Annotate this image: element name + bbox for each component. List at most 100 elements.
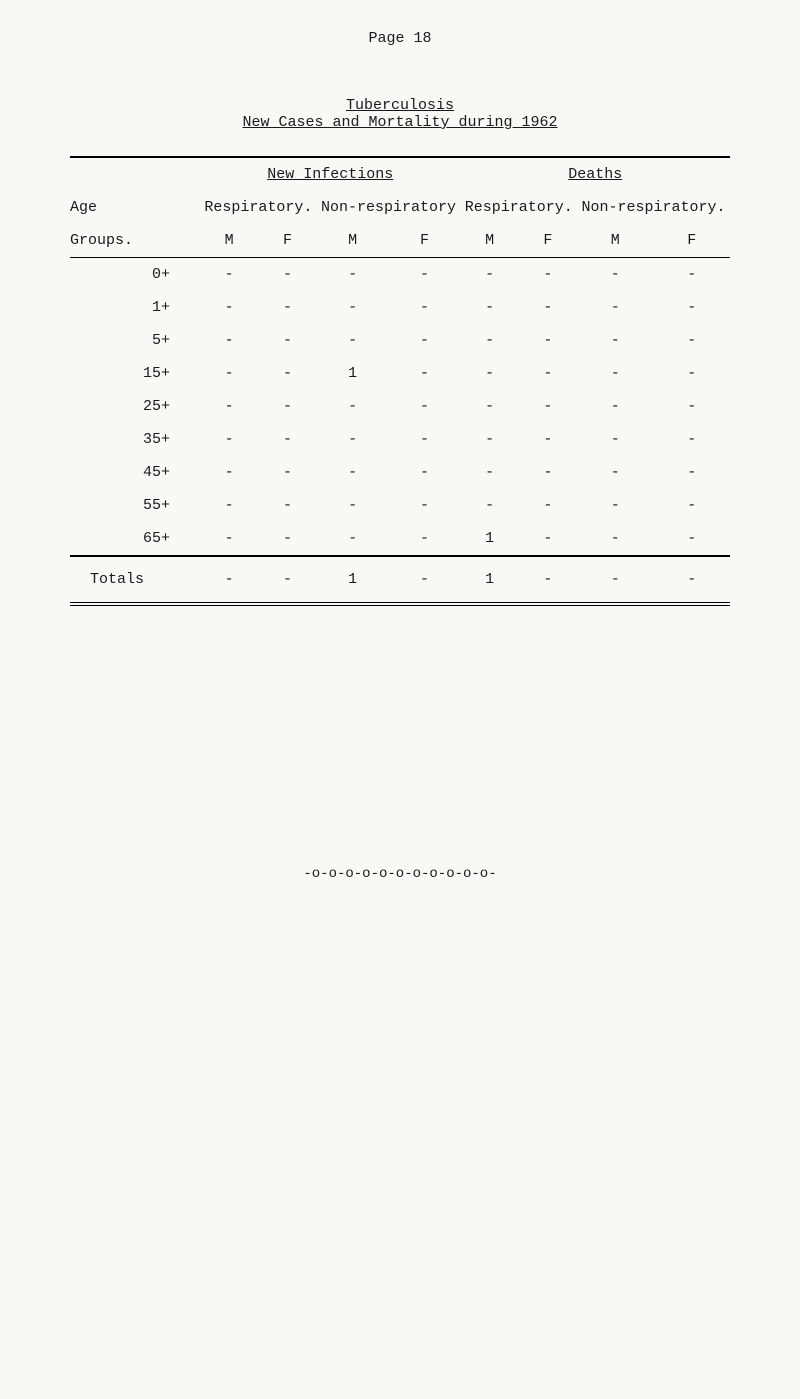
data-cell: - xyxy=(577,258,653,292)
age-cell: 1+ xyxy=(70,291,200,324)
data-cell: - xyxy=(519,423,577,456)
data-cell: 1 xyxy=(317,556,389,604)
data-cell: - xyxy=(577,489,653,522)
table-row: 45+ - - - - - - - - xyxy=(70,456,730,489)
data-cell: - xyxy=(200,258,258,292)
data-cell: - xyxy=(317,522,389,556)
data-cell: - xyxy=(258,522,316,556)
data-cell: - xyxy=(654,456,730,489)
age-cell: 5+ xyxy=(70,324,200,357)
data-cell: - xyxy=(460,390,518,423)
age-cell: 55+ xyxy=(70,489,200,522)
data-cell: - xyxy=(519,489,577,522)
data-cell: - xyxy=(519,522,577,556)
data-cell: - xyxy=(389,390,461,423)
data-cell: 1 xyxy=(460,522,518,556)
page-number: Page 18 xyxy=(70,30,730,47)
infections-respiratory-header: Respiratory. xyxy=(200,191,317,224)
age-cell: 25+ xyxy=(70,390,200,423)
title: Tuberculosis xyxy=(70,97,730,114)
table-row: 35+ - - - - - - - - xyxy=(70,423,730,456)
divider-ornament: -o-o-o-o-o-o-o-o-o-o-o- xyxy=(70,866,730,882)
data-cell: - xyxy=(258,258,316,292)
data-cell: - xyxy=(460,291,518,324)
data-cell: - xyxy=(389,456,461,489)
data-cell: - xyxy=(200,489,258,522)
data-cell: - xyxy=(519,291,577,324)
section-header-deaths: Deaths xyxy=(460,157,730,191)
data-cell: - xyxy=(654,291,730,324)
age-cell: 15+ xyxy=(70,357,200,390)
table-row: 65+ - - - - 1 - - - xyxy=(70,522,730,556)
col-f: F xyxy=(389,224,461,258)
data-cell: 1 xyxy=(317,357,389,390)
table-row: 0+ - - - - - - - - xyxy=(70,258,730,292)
deaths-respiratory-header: Respiratory. xyxy=(460,191,577,224)
data-cell: - xyxy=(654,489,730,522)
data-cell: - xyxy=(460,258,518,292)
section-infections-label: New Infections xyxy=(267,166,393,183)
totals-row: Totals - - 1 - 1 - - - xyxy=(70,556,730,604)
data-cell: - xyxy=(654,423,730,456)
data-cell: - xyxy=(460,456,518,489)
document-page: Page 18 Tuberculosis New Cases and Morta… xyxy=(0,0,800,922)
age-cell: 45+ xyxy=(70,456,200,489)
data-cell: - xyxy=(519,324,577,357)
section-deaths-label: Deaths xyxy=(568,166,622,183)
data-cell: - xyxy=(389,489,461,522)
data-cell: - xyxy=(258,556,316,604)
data-cell: - xyxy=(577,522,653,556)
data-cell: - xyxy=(654,357,730,390)
subtitle: New Cases and Mortality during 1962 xyxy=(70,114,730,131)
data-cell: - xyxy=(317,291,389,324)
col-m: M xyxy=(577,224,653,258)
totals-label: Totals xyxy=(70,556,200,604)
data-cell: - xyxy=(200,357,258,390)
data-cell: - xyxy=(258,291,316,324)
table-row: 25+ - - - - - - - - xyxy=(70,390,730,423)
age-cell: 0+ xyxy=(70,258,200,292)
data-cell: - xyxy=(389,258,461,292)
data-cell: - xyxy=(577,291,653,324)
data-cell: - xyxy=(200,291,258,324)
data-cell: - xyxy=(577,390,653,423)
blank-cell xyxy=(70,157,200,191)
data-cell: - xyxy=(389,291,461,324)
data-cell: - xyxy=(317,423,389,456)
data-cell: - xyxy=(577,324,653,357)
data-cell: - xyxy=(317,390,389,423)
data-cell: - xyxy=(389,556,461,604)
age-cell: 35+ xyxy=(70,423,200,456)
section-header-infections: New Infections xyxy=(200,157,460,191)
col-f: F xyxy=(519,224,577,258)
data-cell: - xyxy=(389,423,461,456)
data-cell: - xyxy=(317,489,389,522)
data-cell: - xyxy=(577,423,653,456)
data-cell: - xyxy=(389,522,461,556)
data-cell: - xyxy=(654,522,730,556)
data-cell: - xyxy=(519,456,577,489)
data-cell: - xyxy=(258,324,316,357)
data-cell: - xyxy=(460,324,518,357)
table-row: 1+ - - - - - - - - xyxy=(70,291,730,324)
data-cell: - xyxy=(258,489,316,522)
data-cell: - xyxy=(460,357,518,390)
data-cell: - xyxy=(654,324,730,357)
col-m: M xyxy=(200,224,258,258)
data-cell: - xyxy=(519,258,577,292)
groups-header: Groups. xyxy=(70,224,200,258)
table-row: 55+ - - - - - - - - xyxy=(70,489,730,522)
data-cell: - xyxy=(258,423,316,456)
data-cell: - xyxy=(654,556,730,604)
data-cell: - xyxy=(200,390,258,423)
tuberculosis-table: New Infections Deaths Age Respiratory. N… xyxy=(70,156,730,606)
data-cell: - xyxy=(317,456,389,489)
deaths-nonresp-header: Non-respiratory. xyxy=(577,191,730,224)
data-cell: - xyxy=(577,357,653,390)
data-cell: - xyxy=(519,357,577,390)
data-cell: - xyxy=(519,556,577,604)
col-f: F xyxy=(258,224,316,258)
title-block: Tuberculosis New Cases and Mortality dur… xyxy=(70,97,730,131)
data-cell: - xyxy=(389,324,461,357)
age-cell: 65+ xyxy=(70,522,200,556)
